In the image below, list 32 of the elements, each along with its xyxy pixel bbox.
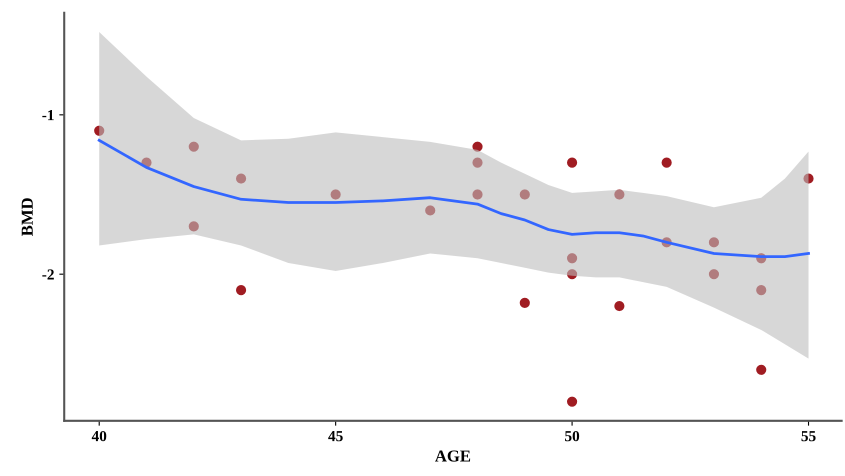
point xyxy=(188,221,199,232)
point xyxy=(236,285,246,296)
point xyxy=(236,173,246,184)
point xyxy=(566,253,578,264)
point xyxy=(472,142,483,152)
x-tick-label: 55 xyxy=(801,431,816,442)
point xyxy=(94,126,104,136)
point xyxy=(756,364,766,375)
point xyxy=(708,269,720,280)
x-axis-title: AGE xyxy=(435,450,470,462)
x-tick-label: 45 xyxy=(328,431,343,442)
point xyxy=(566,158,578,168)
point xyxy=(472,158,483,168)
point xyxy=(520,298,530,308)
point xyxy=(614,300,624,312)
point xyxy=(566,269,578,280)
x-tick-label: 40 xyxy=(92,430,106,442)
point xyxy=(520,189,530,200)
point xyxy=(803,173,814,184)
point xyxy=(756,285,766,296)
y-tick-label: -2 xyxy=(42,269,54,280)
x-tick-label: 50 xyxy=(565,430,580,442)
point xyxy=(614,189,624,200)
point xyxy=(708,237,720,248)
point xyxy=(566,396,578,407)
point xyxy=(472,189,483,200)
point xyxy=(425,205,436,216)
point xyxy=(662,158,672,168)
y-tick-label: -1 xyxy=(42,110,54,120)
point xyxy=(188,142,199,152)
point xyxy=(330,189,341,200)
y-axis-title: BMD xyxy=(22,198,33,236)
